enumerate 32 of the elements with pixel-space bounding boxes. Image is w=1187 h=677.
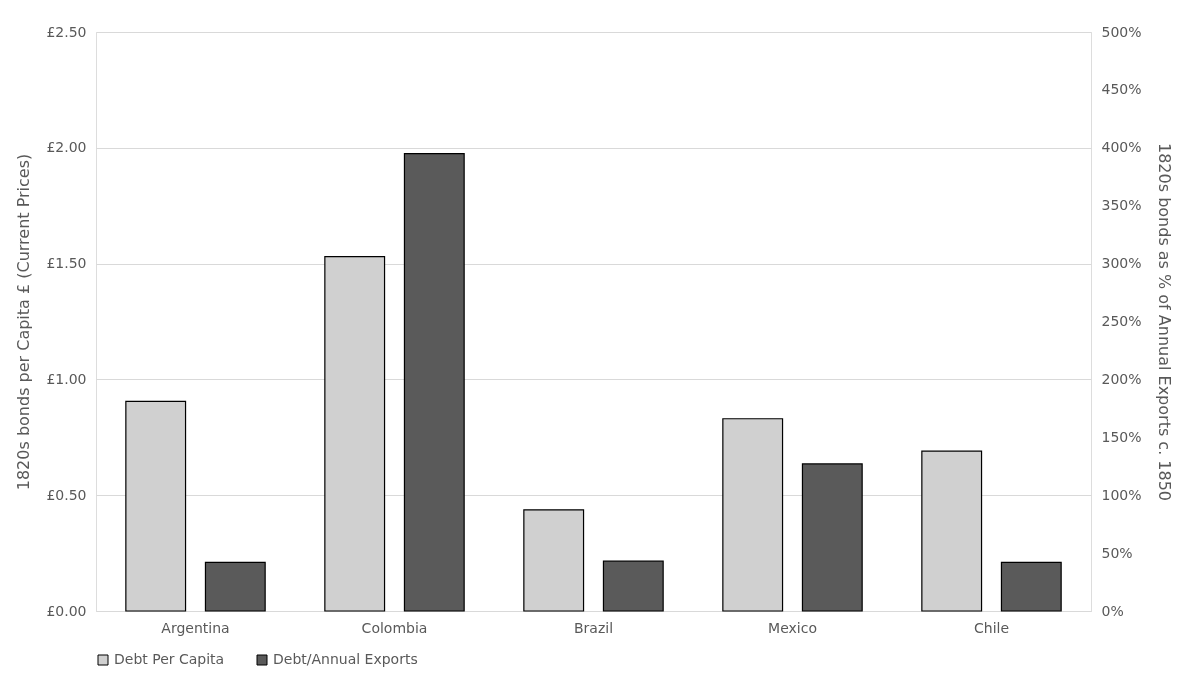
y2-tick-label: 400% [1101,139,1142,156]
y-tick-label: £1.50 [46,255,87,272]
y2-tick-label: 100% [1101,486,1142,503]
y2-tick-label: 50% [1101,544,1133,561]
bar [602,560,664,612]
x-tick-label: Mexico [768,619,817,636]
y2-tick-label: 250% [1101,313,1142,329]
y2-tick-label: 300% [1101,255,1142,272]
bar [523,509,585,612]
y2-tick-label: 350% [1101,197,1142,214]
x-tick-label: Colombia [361,619,428,636]
y-tick-label: £0.00 [46,602,87,619]
x-tick-label: Argentina [161,619,230,636]
y-tick-label: £0.50 [46,486,87,503]
bar [403,152,465,612]
y2-tick-label: 0% [1101,602,1124,619]
legend-label: Debt Per Capita [114,651,225,667]
y-tick-label: £1.00 [46,370,87,387]
bar [204,561,266,612]
x-tick-label: Brazil [573,619,614,636]
y2-tick-label: 500% [1101,23,1142,40]
y-axis-title: 1820s bonds per Capita £ (Current Prices) [14,153,34,491]
y-tick-label: £2.50 [46,23,87,40]
y2-axis-title: 1820s bonds as % of Annual Exports c. 1850 [1154,142,1174,502]
y2-tick-label: 150% [1101,428,1142,445]
bar [801,463,863,612]
y2-tick-label: 200% [1101,370,1142,387]
y-tick-label: £2.00 [46,139,87,156]
y2-tick-label: 450% [1101,81,1142,98]
x-tick-label: Chile [973,619,1010,636]
legend-label: Debt/Annual Exports [273,651,418,667]
bar [1000,561,1062,612]
